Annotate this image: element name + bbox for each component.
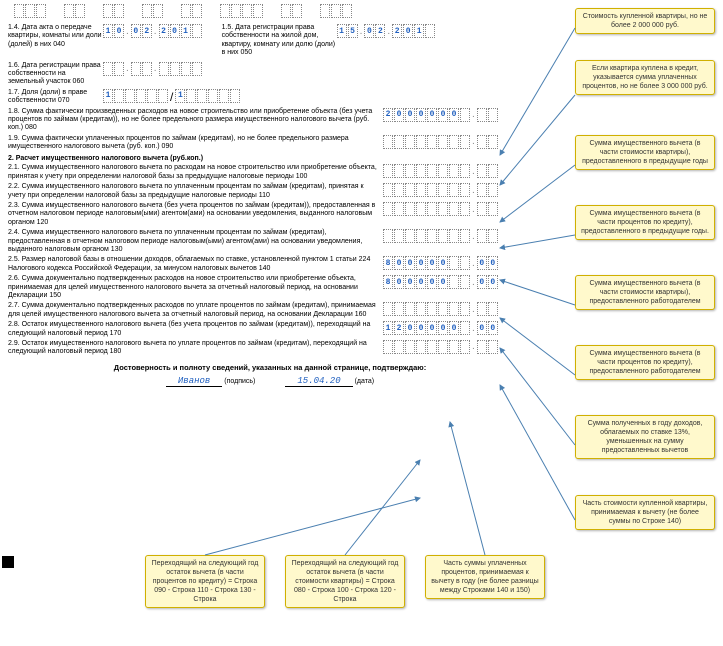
field-2-6-cells[interactable]: 800000 .00 bbox=[383, 275, 498, 289]
callout-credit: Если квартира куплена в кредит, указывае… bbox=[575, 60, 715, 95]
callout-rollover-cred: Переходящий на следующий год остаток выч… bbox=[145, 555, 265, 608]
signature-name[interactable]: Иванов bbox=[166, 376, 222, 387]
callout-price: Стоимость купленной квартиры, но не боле… bbox=[575, 8, 715, 34]
callout-prev-cred: Сумма имущественного вычета (в части про… bbox=[575, 205, 715, 240]
field-1-9-cells[interactable]: . bbox=[383, 135, 498, 149]
field-2-7-cells[interactable]: . bbox=[383, 302, 498, 316]
callout-prev-apt: Сумма имущественного вычета (в части сто… bbox=[575, 135, 715, 170]
form-area: 1.4. Дата акта о передаче квартиры, комн… bbox=[0, 0, 540, 390]
label-2-8: 2.8. Остаток имущественного налогового в… bbox=[8, 321, 383, 338]
callout-emp-apt: Сумма имущественного вычета (в части сто… bbox=[575, 275, 715, 310]
label-2-6: 2.6. Сумма документально подтвержденных … bbox=[8, 275, 383, 300]
section-2-title: 2. Расчет имущественного налогового выче… bbox=[8, 155, 532, 162]
field-2-5-cells[interactable]: 800000 .00 bbox=[383, 256, 498, 270]
top-box-3 bbox=[103, 4, 124, 18]
field-1-7-den[interactable]: 1 bbox=[175, 89, 240, 103]
black-marker-left bbox=[2, 556, 14, 568]
signature-date[interactable]: 15.04.20 bbox=[285, 376, 352, 387]
label-1-4: 1.4. Дата акта о передаче квартиры, комн… bbox=[8, 24, 103, 49]
callout-emp-cred: Сумма имущественного вычета (в части про… bbox=[575, 345, 715, 380]
label-2-5: 2.5. Размер налоговой базы в отношении д… bbox=[8, 256, 383, 273]
field-1-4-cells[interactable]: 10. 02. 201 bbox=[103, 24, 202, 38]
top-box-5 bbox=[181, 4, 202, 18]
label-1-8: 1.8. Сумма фактически произведенных расх… bbox=[8, 108, 383, 133]
top-box-4 bbox=[142, 4, 163, 18]
callout-income: Сумма полученных в году доходов, облагае… bbox=[575, 415, 715, 459]
field-1-5-cells[interactable]: 15. 02. 201 bbox=[337, 24, 436, 38]
field-1-8-cells[interactable]: 2000000 . bbox=[383, 108, 498, 122]
label-2-1: 2.1. Сумма имущественного налогового выч… bbox=[8, 164, 383, 181]
field-2-3-cells[interactable]: . bbox=[383, 202, 498, 216]
signature-date-lbl: (дата) bbox=[355, 378, 375, 385]
label-1-6: 1.6. Дата регистрации права собственност… bbox=[8, 62, 103, 87]
label-2-7: 2.7. Сумма документально подтвержденных … bbox=[8, 302, 383, 319]
field-2-2-cells[interactable]: . bbox=[383, 183, 498, 197]
top-box-6 bbox=[220, 4, 263, 18]
callout-rollover-apt: Переходящий на следующий год остаток выч… bbox=[285, 555, 405, 608]
signature-name-lbl: (подпись) bbox=[224, 378, 255, 385]
field-2-9-cells[interactable]: . bbox=[383, 340, 498, 354]
top-box-8 bbox=[320, 4, 352, 18]
top-box-7 bbox=[281, 4, 302, 18]
field-2-1-cells[interactable]: . bbox=[383, 164, 498, 178]
callout-part-interest: Часть суммы уплаченных процентов, приним… bbox=[425, 555, 545, 599]
top-box-2 bbox=[64, 4, 85, 18]
label-2-9: 2.9. Остаток имущественного налогового в… bbox=[8, 340, 383, 357]
label-2-2: 2.2. Сумма имущественного налогового выч… bbox=[8, 183, 383, 200]
callout-part-cost: Часть стоимости купленной квартиры, прин… bbox=[575, 495, 715, 530]
label-1-5: 1.5. Дата регистрации права собственност… bbox=[222, 24, 337, 58]
top-box-1 bbox=[14, 4, 46, 18]
label-1-9: 1.9. Сумма фактически уплаченных процент… bbox=[8, 135, 383, 152]
field-1-6-cells[interactable]: . . bbox=[103, 62, 202, 76]
label-1-7: 1.7. Доля (доли) в праве собственности 0… bbox=[8, 89, 103, 106]
field-2-4-cells[interactable]: . bbox=[383, 229, 498, 243]
label-2-4: 2.4. Сумма имущественного налогового выч… bbox=[8, 229, 383, 254]
signature-title: Достоверность и полноту сведений, указан… bbox=[8, 363, 532, 372]
field-1-7-num[interactable]: 1 bbox=[103, 89, 168, 103]
label-2-3: 2.3. Сумма имущественного налогового выч… bbox=[8, 202, 383, 227]
field-2-8-cells[interactable]: 1200000 .00 bbox=[383, 321, 498, 335]
